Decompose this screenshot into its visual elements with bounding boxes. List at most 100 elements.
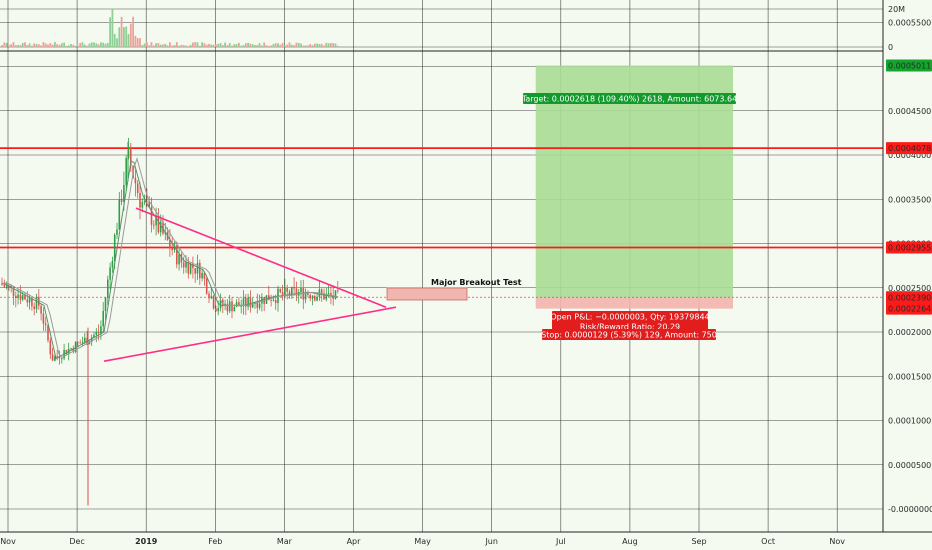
volume-bar (106, 42, 109, 47)
volume-bar (313, 43, 316, 47)
candle-body (33, 306, 35, 309)
volume-bar (33, 43, 36, 47)
volume-bar (235, 44, 238, 47)
volume-bar (54, 42, 56, 47)
time-tick-label: Sep (691, 537, 706, 546)
volume-bar (249, 43, 252, 47)
candle-body (95, 332, 98, 335)
volume-bar (251, 44, 254, 47)
pnl-label: Open P&L: −0.0000003, Qty: 19379844 (550, 313, 709, 322)
price-tag[interactable] (886, 241, 932, 254)
volume-bar (256, 45, 259, 47)
candle-body (325, 293, 328, 300)
volume-bar (279, 44, 282, 47)
volume-bar (104, 43, 107, 47)
volume-bar (215, 44, 217, 47)
volume-bar (10, 44, 13, 47)
target-label-bg[interactable] (523, 93, 736, 104)
horizontal-lines[interactable] (0, 147, 883, 249)
volume-bar (309, 44, 312, 47)
candle-body (274, 299, 277, 304)
volume-bar (14, 45, 17, 47)
candle-body (307, 292, 309, 295)
time-tick-label: Nov (0, 537, 16, 546)
volume-bar (58, 44, 61, 47)
candle-body (212, 296, 215, 309)
candle-body (295, 288, 298, 296)
candle-body (90, 337, 93, 342)
position-zones[interactable] (0, 65, 883, 309)
candle-body (210, 296, 213, 299)
volume-bar (247, 42, 249, 47)
volume-bar (111, 9, 114, 48)
price-tag[interactable] (886, 59, 932, 72)
time-axis: Nov Dec 2019 Feb Mar Apr May Jun Jul Aug Sep Oct Nov (0, 531, 932, 546)
volume-bar (270, 45, 272, 47)
candle-body (77, 342, 79, 343)
candle-body (235, 302, 238, 307)
price-tag[interactable] (886, 291, 932, 304)
time-tick-label: Apr (347, 537, 362, 546)
candle-body (72, 348, 75, 352)
volume-bar (90, 42, 93, 47)
volume-tick-label: 0 (888, 43, 893, 52)
volume-bar (102, 42, 105, 47)
candle-body (120, 198, 123, 202)
volume-bar (143, 43, 146, 47)
annotation-text: Major Breakout Test (431, 278, 522, 287)
candle-body (24, 295, 26, 300)
volume-bar (56, 44, 59, 47)
candle-body (31, 298, 33, 307)
volume-bar (141, 45, 144, 47)
triangle-lower-line[interactable] (103, 306, 397, 362)
volume-bar (178, 45, 180, 47)
candle-body (104, 297, 107, 311)
candle-body (281, 292, 284, 295)
candle-body (148, 201, 150, 208)
volume-bar (304, 45, 307, 47)
candle-body (284, 287, 286, 295)
candle-body (58, 356, 61, 359)
volume-bar (330, 43, 332, 47)
stop-zone[interactable] (535, 297, 733, 309)
volume-bar (323, 45, 325, 47)
time-tick-label: Dec (69, 537, 84, 546)
volume-bar (132, 16, 134, 47)
volume-bar (42, 42, 45, 47)
volume-bar (258, 43, 261, 47)
candle-body (258, 303, 261, 308)
candle-body (245, 297, 247, 307)
volume-bar (157, 43, 160, 47)
target-zone[interactable] (535, 65, 733, 298)
volume-bar (231, 45, 233, 47)
volume-bar (274, 43, 277, 47)
volume-bar (327, 43, 330, 47)
price-tag-label: 0.0002390 (888, 293, 931, 302)
volume-bar (281, 42, 284, 47)
triangle-upper-line[interactable] (135, 207, 387, 308)
candle-body (226, 303, 229, 312)
price-tag[interactable] (886, 142, 932, 155)
time-tick-label: 2019 (135, 537, 158, 546)
price-tag[interactable] (886, 302, 932, 315)
volume-bar (148, 45, 151, 47)
position-labels[interactable]: Target: 0.0002618 (109.40%) 2618, Amount… (521, 93, 737, 340)
stop-label-bg[interactable] (542, 329, 716, 340)
volume-bar (325, 42, 328, 47)
volume-bar (19, 45, 22, 47)
volume-bar (47, 44, 49, 47)
pnl-label-bg[interactable] (552, 311, 708, 322)
candle-body (169, 239, 171, 248)
time-tick-label: Oct (761, 537, 775, 546)
annotations[interactable]: Major Breakout Test (386, 278, 522, 301)
triangle-pattern[interactable] (103, 207, 397, 362)
annotation-box[interactable] (386, 287, 468, 301)
candle-body (51, 354, 54, 361)
volume-bar (26, 45, 29, 47)
candle-body (249, 297, 252, 308)
volume-bar (182, 45, 185, 47)
candle-body (113, 234, 116, 262)
candle-body (182, 262, 185, 268)
volume-bar (187, 45, 190, 47)
